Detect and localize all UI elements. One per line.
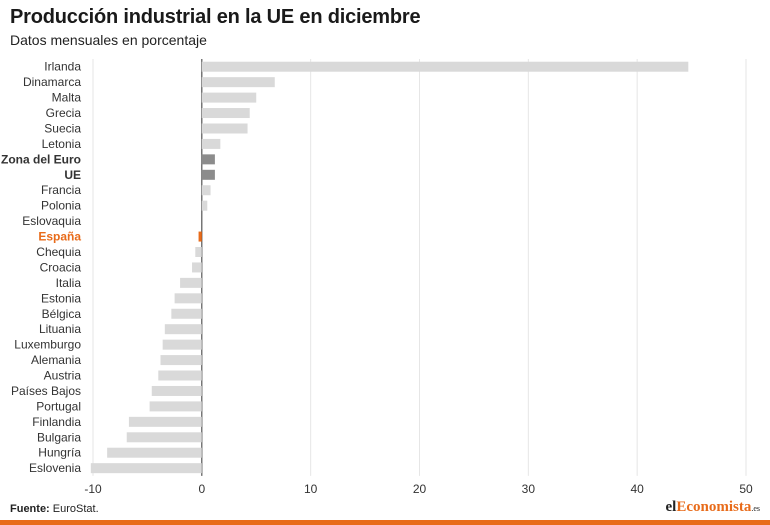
category-label: Croacia (40, 260, 82, 274)
category-label: Italia (56, 276, 82, 290)
bar (201, 154, 215, 165)
bar (158, 370, 202, 381)
bar (192, 262, 202, 273)
category-label: Lituania (39, 322, 81, 336)
logo-part-tld: .es (751, 504, 760, 513)
category-label: España (38, 230, 81, 244)
bar (201, 108, 250, 119)
source-label: Fuente: (10, 503, 50, 515)
bar (201, 200, 208, 211)
category-label: Bulgaria (37, 430, 81, 444)
chart-subtitle: Datos mensuales en porcentaje (10, 32, 207, 48)
bar (128, 416, 202, 427)
bar (107, 447, 202, 458)
category-label: Malta (52, 91, 82, 105)
category-label: Países Bajos (11, 384, 81, 398)
bar (174, 293, 202, 304)
category-label: Dinamarca (23, 75, 81, 89)
x-tick-label: 40 (630, 482, 644, 496)
bar (180, 277, 202, 288)
bar (195, 247, 202, 257)
logo-part-el: el (665, 499, 677, 515)
bar (90, 463, 202, 474)
category-label: UE (64, 168, 81, 182)
bar (164, 324, 202, 335)
x-tick-label: 0 (198, 482, 205, 496)
accent-bar (0, 520, 770, 525)
x-tick-label: -10 (84, 482, 102, 496)
bar (201, 169, 215, 180)
category-label: Irlanda (44, 60, 81, 74)
grid-layer (92, 59, 747, 476)
bar (126, 432, 202, 443)
category-label: Suecia (44, 121, 81, 135)
bar (201, 77, 275, 88)
category-label: Chequia (36, 245, 81, 259)
category-label: Portugal (36, 399, 81, 413)
bar (162, 339, 202, 350)
x-tick-label: 20 (413, 482, 427, 496)
logo-part-economista: Economista (676, 499, 752, 515)
source-note: Fuente: EuroStat. (10, 503, 99, 515)
category-label: Eslovaquia (22, 214, 81, 228)
source-text: EuroStat. (52, 503, 99, 515)
x-tick-layer: -10 0 10 20 30 40 50 (84, 482, 753, 496)
category-label: Alemania (31, 353, 81, 367)
bar (149, 401, 202, 412)
category-label: Zona del Euro (1, 152, 81, 166)
category-label: Grecia (46, 106, 82, 120)
category-label: Hungría (38, 446, 81, 460)
bar (201, 61, 689, 72)
bar (201, 185, 211, 196)
x-tick-label: 10 (304, 482, 318, 496)
bar (201, 92, 257, 103)
bar (171, 308, 202, 319)
category-label: Luxemburgo (14, 338, 81, 352)
brand-logo: elEconomista.es (666, 499, 761, 516)
category-label: Austria (44, 369, 82, 383)
bar (201, 138, 221, 149)
chart-title: Producción industrial en la UE en diciem… (10, 6, 421, 28)
x-tick-label: 50 (739, 482, 753, 496)
category-label: Francia (41, 183, 81, 197)
bar (151, 385, 202, 396)
category-label: Letonia (42, 137, 82, 151)
bar-layer (90, 61, 689, 474)
bar (160, 355, 202, 366)
category-label: Finlandia (32, 415, 81, 429)
category-label: Estonia (41, 291, 81, 305)
category-label: Bélgica (42, 307, 82, 321)
category-label: Polonia (41, 199, 81, 213)
bar (198, 231, 202, 242)
category-label: Eslovenia (29, 461, 81, 475)
x-tick-label: 30 (522, 482, 536, 496)
bar (201, 123, 248, 134)
